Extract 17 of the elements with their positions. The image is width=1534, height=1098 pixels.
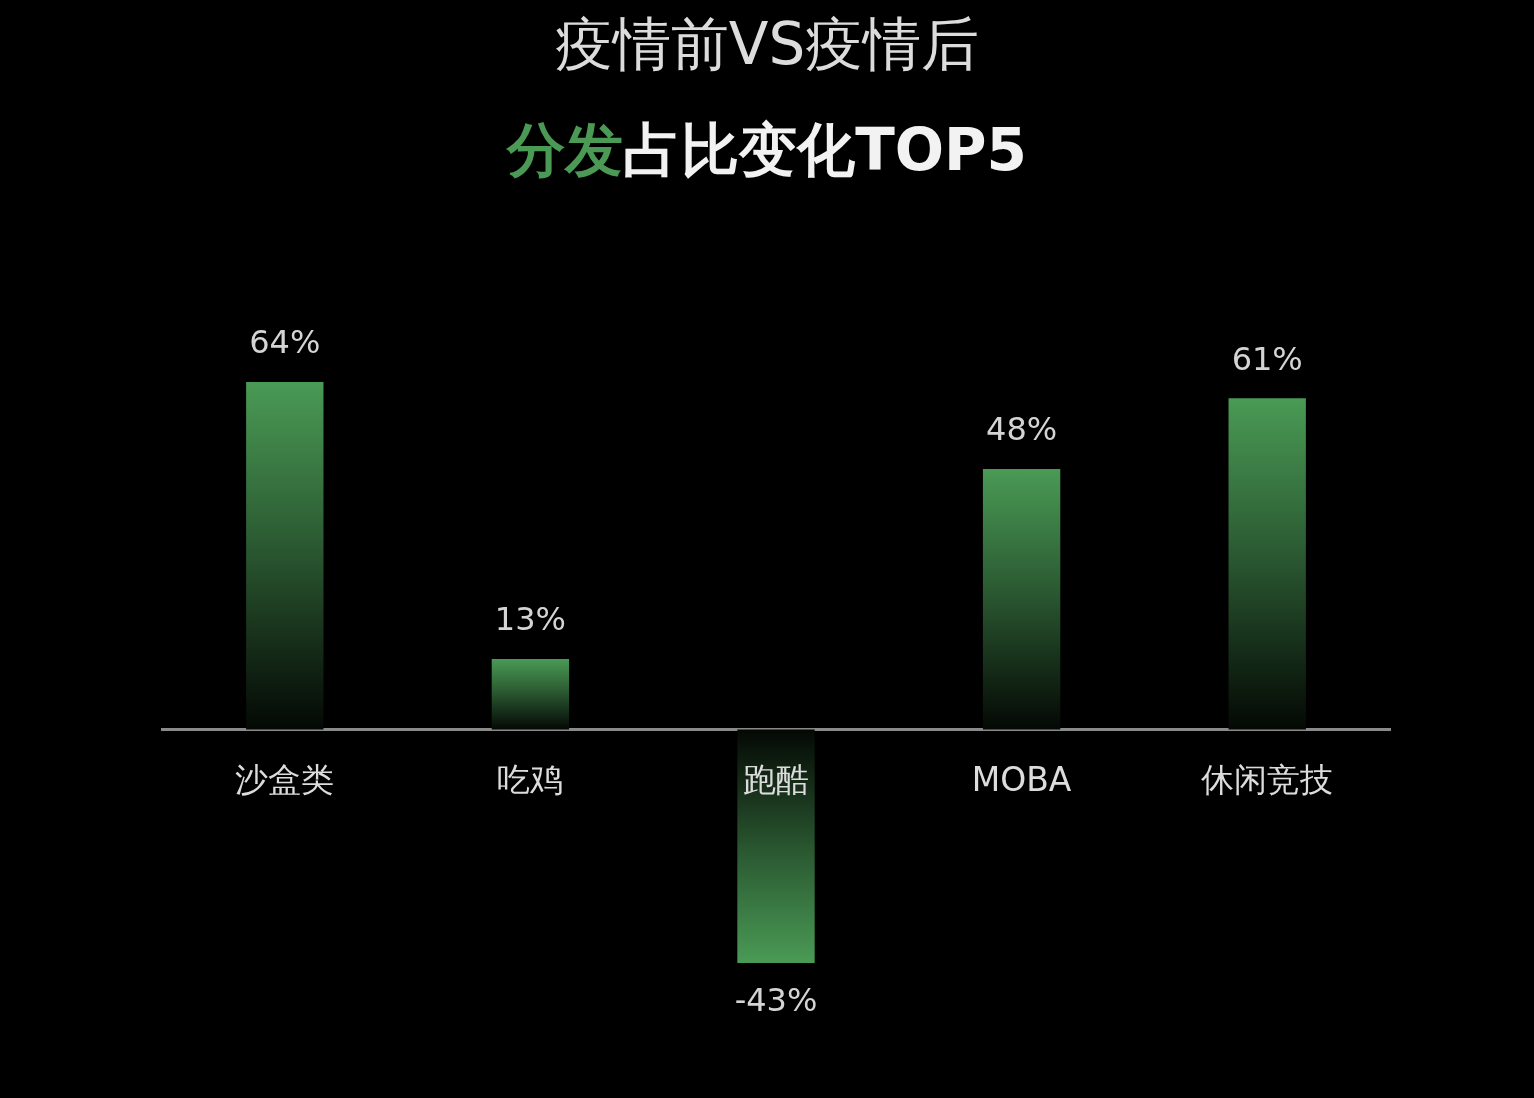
bar: [246, 382, 324, 730]
data-label: 64%: [249, 323, 321, 362]
data-label: 48%: [986, 410, 1058, 449]
x-tick-label: 跑酷: [743, 760, 809, 800]
bar: [491, 658, 570, 730]
bar: [982, 468, 1061, 730]
data-label: -43%: [734, 981, 818, 1020]
chart-subtitle: 分发占比变化TOP5: [507, 116, 1027, 184]
x-tick-label: MOBA: [971, 760, 1072, 800]
x-tick-label: 吃鸡: [497, 760, 564, 800]
x-tick-label: 沙盒类: [235, 760, 335, 800]
bar: [1228, 398, 1306, 730]
bar: [737, 729, 815, 963]
data-label: 13%: [494, 600, 566, 639]
data-label: 61%: [1231, 339, 1303, 378]
x-tick-label: 休闲竞技: [1201, 760, 1334, 800]
chart-title: 疫情前VS疫情后: [553, 9, 981, 80]
